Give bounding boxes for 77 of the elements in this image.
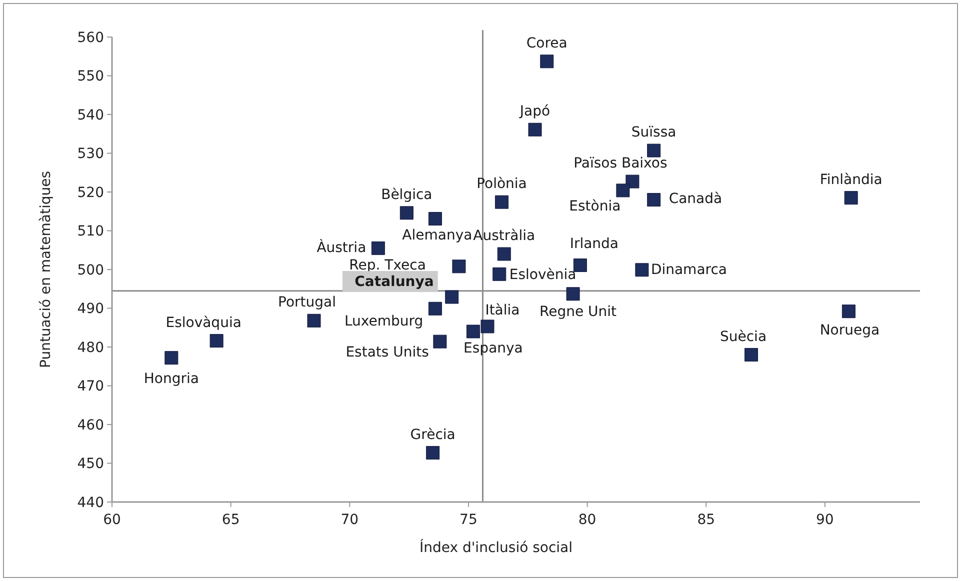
annotation: Polònia [476, 176, 527, 192]
point [445, 290, 459, 304]
annotation: Espanya [464, 340, 523, 356]
point [428, 212, 442, 226]
annotation: Irlanda [570, 236, 619, 252]
y-tick-label: 530 [77, 146, 104, 162]
y-tick-label: 450 [77, 456, 104, 472]
annotation: Eslovàquia [166, 314, 242, 331]
point [433, 334, 447, 348]
annotation: Àustria [316, 239, 366, 256]
y-tick-label: 460 [77, 417, 104, 434]
y-axis-title: Puntuació en matemàtiques [38, 170, 54, 368]
annotation: Austràlia [473, 228, 536, 244]
point [494, 195, 508, 209]
point [210, 334, 224, 348]
annotation: Suècia [720, 328, 767, 345]
annotation: Rep. Txeca [349, 257, 426, 274]
point [480, 320, 494, 334]
y-tick-label: 480 [77, 340, 104, 356]
annotation: Hongria [144, 370, 199, 387]
point [428, 302, 442, 316]
y-tick-label: 560 [77, 30, 104, 46]
point [164, 351, 178, 365]
annotation: Corea [526, 35, 568, 52]
y-tick-label: 500 [77, 262, 104, 278]
point [647, 144, 661, 158]
y-tick-label: 510 [77, 224, 104, 240]
point [400, 206, 414, 220]
annotation: Grècia [410, 426, 456, 443]
y-tick-label: 540 [77, 107, 104, 124]
point [540, 54, 554, 68]
point [371, 241, 385, 255]
x-tick-label: 60 [103, 512, 121, 528]
point [528, 122, 542, 136]
point [307, 314, 321, 328]
annotation: Canadà [668, 190, 722, 207]
annotation: Finlàndia [820, 172, 882, 188]
point [635, 263, 649, 277]
point [566, 287, 580, 301]
point [744, 348, 758, 362]
y-tick-label: 520 [77, 184, 104, 201]
y-tick-label: 490 [77, 301, 104, 318]
point [842, 304, 856, 318]
y-tick-label: 440 [77, 494, 104, 511]
annotation: Japó [518, 104, 550, 120]
point [647, 193, 661, 206]
annotation: Eslovènia [509, 267, 576, 284]
x-tick-label: 75 [460, 512, 478, 528]
point [452, 260, 466, 274]
x-tick-label: 85 [697, 512, 716, 528]
annotation: Suïssa [631, 124, 676, 141]
point [497, 247, 511, 261]
annotation: Noruega [820, 322, 880, 338]
x-tick-label: 70 [340, 512, 359, 528]
point [466, 324, 480, 338]
point [616, 184, 630, 198]
annotation: Luxemburg [344, 314, 424, 330]
point [573, 258, 587, 272]
annotation: Països Baixos [574, 156, 668, 172]
point [844, 191, 858, 205]
point [492, 267, 506, 281]
annotation: Estats Units [346, 344, 429, 361]
annotation: Portugal [278, 294, 336, 311]
x-tick-label: 65 [222, 512, 240, 528]
x-tick-label: 90 [816, 512, 834, 528]
annotation: Estònia [569, 198, 621, 214]
annotation: Bèlgica [381, 186, 432, 203]
annotation: Alemanya [402, 228, 472, 244]
annotation: Catalunya [354, 274, 434, 290]
annotation: Regne Unit [540, 304, 618, 320]
x-axis-title: Índex d'inclusió social [419, 539, 573, 556]
annotation: Dinamarca [650, 262, 728, 278]
y-tick-label: 470 [77, 378, 104, 395]
point [426, 446, 440, 460]
x-tick-label: 80 [578, 512, 596, 528]
y-tick-label: 550 [77, 68, 104, 85]
annotation: Itàlia [485, 302, 520, 318]
